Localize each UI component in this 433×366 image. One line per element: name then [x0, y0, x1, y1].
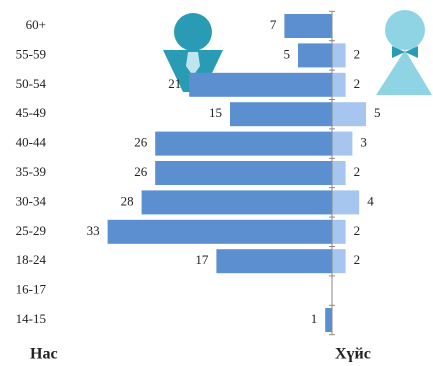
- bar: [332, 219, 346, 244]
- bar: [332, 190, 360, 215]
- bar: [332, 43, 346, 68]
- value-label: 2: [354, 76, 361, 91]
- bar: [284, 14, 332, 38]
- bar: [189, 72, 332, 97]
- value-label: 17: [195, 252, 209, 267]
- value-label: 2: [354, 223, 361, 238]
- y-axis-title: Нас: [30, 346, 58, 363]
- bar: [216, 249, 332, 274]
- bar: [332, 102, 366, 127]
- category-label: 50-54: [16, 76, 47, 91]
- bar: [332, 161, 346, 185]
- value-label: 2: [354, 46, 361, 61]
- value-label: 21: [168, 76, 181, 91]
- category-label: 14-15: [16, 311, 46, 326]
- category-label: 55-59: [16, 46, 46, 61]
- bar: [332, 131, 353, 156]
- value-label: 2: [354, 252, 361, 267]
- bar: [325, 308, 332, 332]
- category-label: 25-29: [16, 223, 46, 238]
- value-label: 15: [209, 105, 222, 120]
- bar: [141, 190, 332, 215]
- bar: [298, 43, 332, 68]
- value-label: 2: [354, 164, 361, 179]
- category-label: 40-44: [16, 135, 47, 150]
- category-label: 30-34: [16, 193, 47, 208]
- bar: [332, 249, 346, 274]
- value-label: 3: [360, 135, 367, 150]
- value-label: 33: [87, 223, 100, 238]
- category-label: 35-39: [16, 164, 46, 179]
- value-label: 5: [284, 46, 291, 61]
- x-axis-title: Хүйс: [335, 346, 371, 363]
- value-label: 5: [374, 105, 381, 120]
- bar: [155, 161, 332, 185]
- value-label: 4: [367, 193, 374, 208]
- category-label: 16-17: [16, 282, 47, 297]
- female-icon: [376, 10, 432, 95]
- category-label: 45-49: [16, 105, 46, 120]
- bar: [155, 131, 332, 156]
- value-label: 28: [121, 193, 134, 208]
- bar: [107, 219, 332, 244]
- category-label: 60+: [26, 17, 46, 32]
- value-label: 1: [311, 311, 318, 326]
- value-label: 26: [134, 164, 148, 179]
- category-label: 18-24: [16, 252, 47, 267]
- bar: [230, 102, 332, 127]
- value-label: 26: [134, 135, 148, 150]
- value-label: 7: [270, 17, 277, 32]
- bar: [332, 72, 346, 97]
